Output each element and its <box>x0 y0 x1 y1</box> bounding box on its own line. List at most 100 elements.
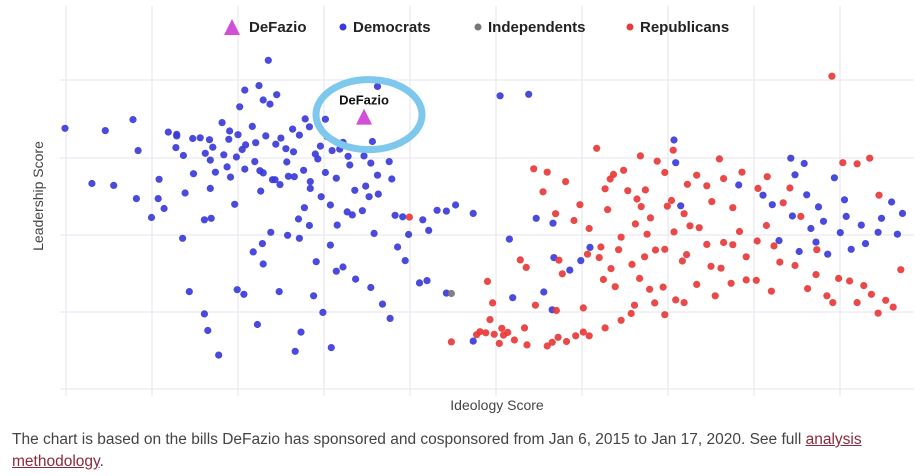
democrats-point <box>326 201 334 209</box>
democrats-point <box>532 214 540 222</box>
republicans-point <box>897 266 905 274</box>
republicans-point <box>447 338 455 346</box>
democrats-point <box>373 82 382 90</box>
methodology-link[interactable]: analysis methodology <box>12 431 862 470</box>
republicans-point <box>867 290 876 298</box>
democrats-point <box>332 174 340 182</box>
democrats-point <box>220 151 228 159</box>
republicans-point <box>695 224 703 232</box>
democrats-point <box>300 204 308 212</box>
democrats-point <box>276 181 284 189</box>
republicans-point <box>489 299 497 307</box>
defazio-marker[interactable] <box>356 108 373 125</box>
republicans-point <box>585 224 593 233</box>
democrats-point <box>207 214 215 222</box>
democrats-point <box>795 247 803 256</box>
democrats-point <box>415 279 424 287</box>
republicans-point <box>576 201 584 209</box>
republicans-point <box>476 328 484 336</box>
republicans-point <box>727 279 735 287</box>
democrats-point <box>348 211 356 219</box>
democrats-point <box>226 173 235 181</box>
republicans-point <box>882 296 890 304</box>
republicans-point <box>874 309 882 317</box>
democrats-point <box>386 314 394 322</box>
democrats-point <box>577 257 585 265</box>
republicans-point <box>707 262 715 270</box>
democrats-point <box>164 128 172 136</box>
republicans-point <box>607 265 615 273</box>
republicans-point <box>611 283 619 291</box>
democrats-point <box>787 154 795 162</box>
republicans-point <box>770 242 778 250</box>
democrats-point <box>857 221 865 229</box>
republicans-point <box>693 280 701 288</box>
republicans-point <box>729 204 737 212</box>
democrats-point <box>266 100 274 108</box>
democrats-point <box>367 159 375 167</box>
legend-dot-icon <box>339 23 347 31</box>
republicans-point <box>543 342 551 350</box>
democrats-point <box>509 294 517 302</box>
democrats-point <box>61 124 69 132</box>
democrats-point <box>231 200 239 208</box>
democrats-point <box>351 186 359 194</box>
democrats-point <box>291 347 299 355</box>
republicans-point <box>609 170 618 178</box>
democrats-point <box>160 204 168 213</box>
republicans-point <box>628 260 636 268</box>
legend-dot-icon <box>626 23 634 31</box>
democrats-point <box>277 134 285 142</box>
republicans-point <box>786 184 794 192</box>
democrats-point <box>540 288 548 296</box>
democrats-point <box>297 328 305 336</box>
democrats-point <box>321 115 329 123</box>
republicans-point <box>829 299 837 307</box>
republicans-point <box>405 213 413 221</box>
democrats-point <box>295 131 303 139</box>
republicans-point <box>812 271 820 279</box>
democrats-point <box>362 182 370 190</box>
republicans-point <box>791 261 799 270</box>
democrats-point <box>505 235 513 243</box>
democrats-point <box>496 92 504 100</box>
democrats-point <box>888 198 896 206</box>
democrats-point <box>365 193 373 201</box>
republicans-point <box>752 276 760 284</box>
democrats-point <box>310 292 318 300</box>
democrats-point <box>847 245 855 253</box>
democrats-point <box>241 86 249 94</box>
democrats-point <box>154 195 162 203</box>
democrats-point <box>155 175 163 183</box>
democrats-point <box>346 161 354 169</box>
republicans-point <box>597 243 605 251</box>
democrats-point <box>374 190 382 198</box>
democrats-point <box>189 134 197 143</box>
democrats-point <box>147 213 156 222</box>
republicans-point <box>823 292 831 300</box>
data-points <box>61 56 907 359</box>
democrats-point <box>672 159 680 167</box>
democrats-point <box>469 209 477 217</box>
democrats-point <box>132 195 140 203</box>
caption-text: The chart is based on the bills DeFazio … <box>12 431 806 448</box>
republicans-point <box>680 299 688 307</box>
republicans-point <box>624 187 632 195</box>
defazio-label: DeFazio <box>339 93 389 108</box>
democrats-point <box>819 217 828 225</box>
republicans-point <box>779 199 787 207</box>
democrats-point <box>452 201 460 209</box>
democrats-point <box>759 191 767 199</box>
democrats-point <box>196 134 204 142</box>
legend-triangle-icon <box>224 19 240 35</box>
democrats-point <box>204 326 212 335</box>
republicans-point <box>531 301 540 309</box>
democrats-point <box>172 144 180 152</box>
republicans-point <box>570 216 578 225</box>
democrats-point <box>442 207 450 215</box>
republicans-point <box>552 306 561 315</box>
caption-end: . <box>99 453 104 470</box>
democrats-point <box>314 155 322 163</box>
democrats-point <box>419 216 427 224</box>
republicans-point <box>483 277 492 285</box>
